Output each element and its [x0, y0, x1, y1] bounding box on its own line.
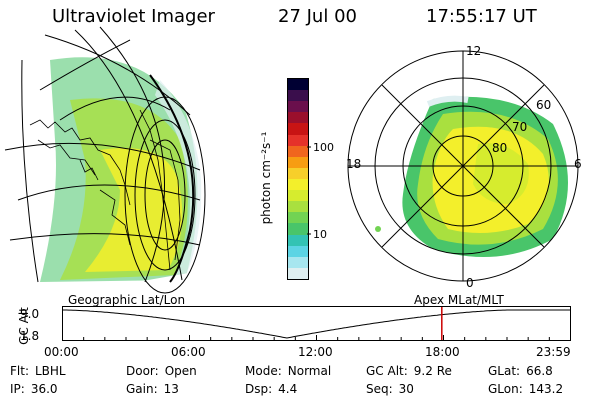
colorbar-swatch: [288, 234, 308, 246]
colorbar-swatch: [288, 123, 308, 135]
colorbar-tick-100: 100: [313, 141, 334, 154]
polar-image: [347, 50, 579, 282]
altitude-xtick: 23:59: [536, 345, 571, 359]
colorbar-swatch: [288, 245, 308, 257]
colorbar-swatch: [288, 212, 308, 224]
mlt-label-12: 12: [466, 44, 482, 58]
colorbar-swatch: [288, 167, 308, 179]
colorbar-swatch: [288, 145, 308, 157]
geo-plot-title: Geographic Lat/Lon: [68, 293, 186, 307]
status-label: GLon:: [488, 382, 523, 396]
status-value: 66.8: [526, 364, 553, 378]
lat-label-80: 80: [492, 141, 508, 155]
altitude-xtick: 06:00: [171, 345, 206, 359]
colorbar-swatch: [288, 190, 308, 202]
status-label: Door:: [126, 364, 159, 378]
colorbar-swatch: [288, 267, 308, 279]
status-value: 9.2 Re: [413, 364, 452, 378]
colorbar-label: photon cm⁻²s⁻¹: [259, 131, 273, 225]
colorbar: [287, 78, 309, 280]
altitude-ytick-min: 1.8: [20, 329, 40, 343]
status-value: LBHL: [34, 364, 66, 378]
altitude-xtick: 18:00: [425, 345, 460, 359]
colorbar-swatch: [288, 90, 308, 102]
status-value: 13: [163, 382, 179, 396]
altitude-ytick-max: 9.0: [20, 307, 40, 321]
status-label: Flt:: [10, 364, 29, 378]
status-value: 36.0: [30, 382, 58, 396]
colorbar-swatch: [288, 101, 308, 113]
colorbar-swatch: [288, 134, 308, 146]
polar-plot-title: Apex MLat/MLT: [414, 293, 504, 307]
status-value: 4.4: [278, 382, 298, 396]
mlt-label-0: 0: [466, 276, 474, 290]
status-label: GC Alt:: [366, 364, 408, 378]
status-label: Gain:: [126, 382, 158, 396]
colorbar-ticks: [307, 146, 311, 235]
lat-label-70: 70: [512, 120, 528, 134]
mlt-label-6: 6: [574, 157, 582, 171]
altitude-chart: [62, 306, 571, 341]
status-value: 143.2: [528, 382, 564, 396]
lat-label-60: 60: [536, 98, 552, 112]
colorbar-swatch: [288, 178, 308, 191]
status-label: Seq:: [366, 382, 393, 396]
colorbar-swatch: [288, 156, 308, 168]
status-label: IP:: [10, 382, 25, 396]
colorbar-swatch: [288, 201, 308, 213]
status-label: Dsp:: [245, 382, 273, 396]
status-value: Open: [164, 364, 197, 378]
altitude-xtick: 00:00: [44, 345, 79, 359]
colorbar-tick-10: 10: [313, 228, 327, 241]
colorbar-swatch: [288, 256, 308, 268]
mlt-label-18: 18: [346, 157, 362, 171]
image-time: 17:55:17 UT: [426, 6, 537, 27]
colorbar-swatch: [288, 112, 308, 124]
altitude-xtick: 12:00: [298, 345, 333, 359]
status-value: 30: [398, 382, 414, 396]
status-value: Normal: [287, 364, 332, 378]
colorbar-swatch: [288, 79, 308, 91]
geographic-image: [4, 26, 206, 294]
image-date: 27 Jul 00: [278, 6, 357, 27]
instrument-title: Ultraviolet Imager: [52, 6, 215, 27]
colorbar-swatch: [288, 223, 308, 235]
status-label: Mode:: [245, 364, 282, 378]
status-label: GLat:: [488, 364, 521, 378]
